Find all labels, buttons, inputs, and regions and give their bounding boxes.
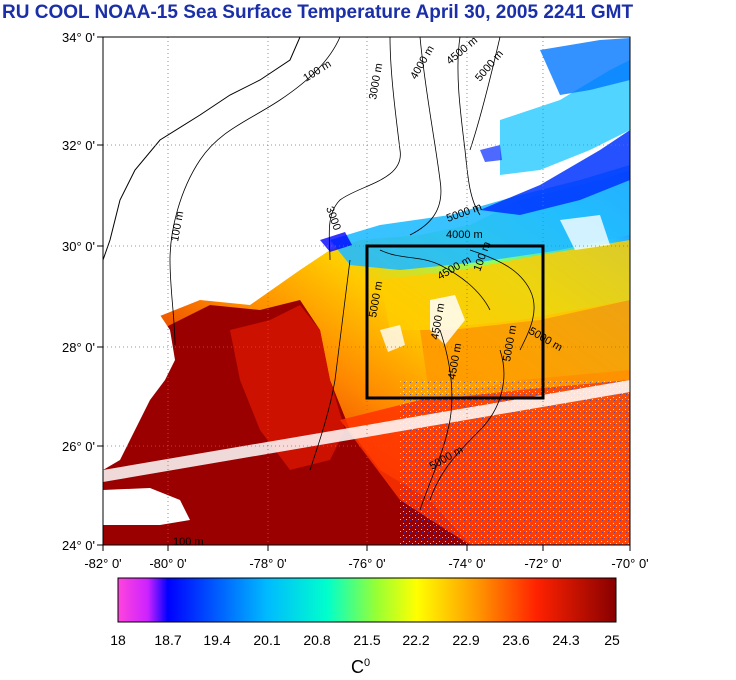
lon-label: -76° 0': [348, 556, 385, 571]
axis-ticks: [97, 36, 631, 551]
lon-label: -82° 0': [84, 556, 121, 571]
map-title: RU COOL NOAA-15 Sea Surface Temperature …: [2, 2, 634, 23]
colorbar-tick: 20.8: [303, 632, 331, 648]
longitude-labels: -82° 0' -80° 0' -78° 0' -76° 0' -74° 0' …: [84, 556, 648, 571]
colorbar-tick: 24.3: [552, 632, 580, 648]
lat-label: 28° 0': [62, 340, 95, 355]
contour-label: 100 m: [169, 210, 186, 242]
bathymetry-contours: [169, 37, 535, 511]
lon-label: -78° 0': [249, 556, 286, 571]
lat-label: 34° 0': [62, 30, 95, 45]
lat-label: 24° 0': [62, 538, 95, 553]
colorbar-tick: 18.7: [154, 632, 182, 648]
sst-imagery: [103, 37, 630, 545]
lat-label: 30° 0': [62, 239, 95, 254]
colorbar-tick: 23.6: [502, 632, 530, 648]
colorbar: [117, 577, 617, 623]
colorbar-tick: 22.2: [402, 632, 430, 648]
graticule: [103, 37, 630, 545]
lat-label: 32° 0': [62, 138, 95, 153]
unit-superscript: 0: [364, 657, 371, 669]
colorbar-ticks: 18 18.7 19.4 20.1 20.8 21.5 22.2 22.9 23…: [0, 632, 736, 652]
lon-label: -72° 0': [524, 556, 561, 571]
lat-label: 26° 0': [62, 439, 95, 454]
us-coastline: [103, 37, 301, 261]
latitude-labels: 34° 0' 32° 0' 30° 0' 28° 0' 26° 0' 24° 0…: [62, 30, 95, 553]
contour-label: 4000 m: [446, 229, 483, 241]
lon-label: -74° 0': [448, 556, 485, 571]
colorbar-tick: 22.9: [452, 632, 480, 648]
colorbar-unit: C0: [351, 657, 370, 678]
contour-label: 100 m: [173, 536, 204, 548]
colorbar-tick: 25: [604, 632, 620, 648]
unit-base: C: [351, 657, 364, 677]
colorbar-tick: 20.1: [253, 632, 281, 648]
lon-label: -70° 0': [611, 556, 648, 571]
study-region-box: [365, 244, 545, 400]
lon-label: -80° 0': [149, 556, 186, 571]
colorbar-tick: 19.4: [203, 632, 231, 648]
colorbar-tick: 18: [110, 632, 126, 648]
colorbar-tick: 21.5: [353, 632, 381, 648]
